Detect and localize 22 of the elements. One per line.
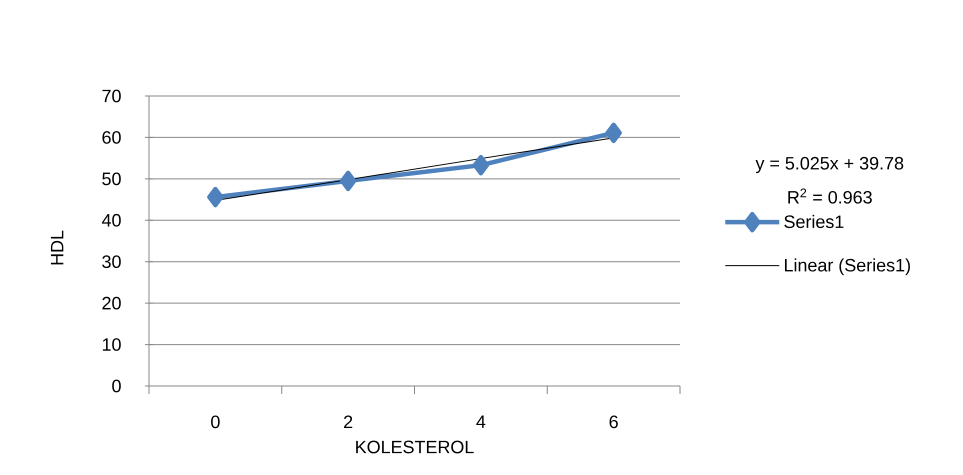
point [605,122,622,144]
y-tick-label: 50 [102,172,121,186]
y-tick-label: 40 [102,214,121,227]
y-tick-label: 70 [102,90,121,102]
x-tick-label: 4 [476,416,486,428]
point [472,154,490,176]
x-tick-label: 0 [211,416,220,428]
y-tick-label: 10 [102,338,121,351]
text: y = 5.025x + 39.78 [756,156,904,174]
legend-label: Series1 [784,214,844,228]
y-tick-label: 60 [102,131,121,144]
x-tick-label: 6 [610,416,618,428]
y-tick-label: 30 [102,255,121,268]
legend-label: Linear (Series1) [784,258,910,276]
x-axis-title: KOLESTEROL [356,440,474,454]
point [207,186,224,208]
x-tick-label: 2 [344,416,352,428]
y-axis-title: HDL [50,230,64,264]
point [340,170,356,192]
text: R$^{2}$ = 0.963 [788,188,872,204]
y-tick-label: 20 [102,296,121,310]
y-tick-label: 0 [112,380,121,392]
